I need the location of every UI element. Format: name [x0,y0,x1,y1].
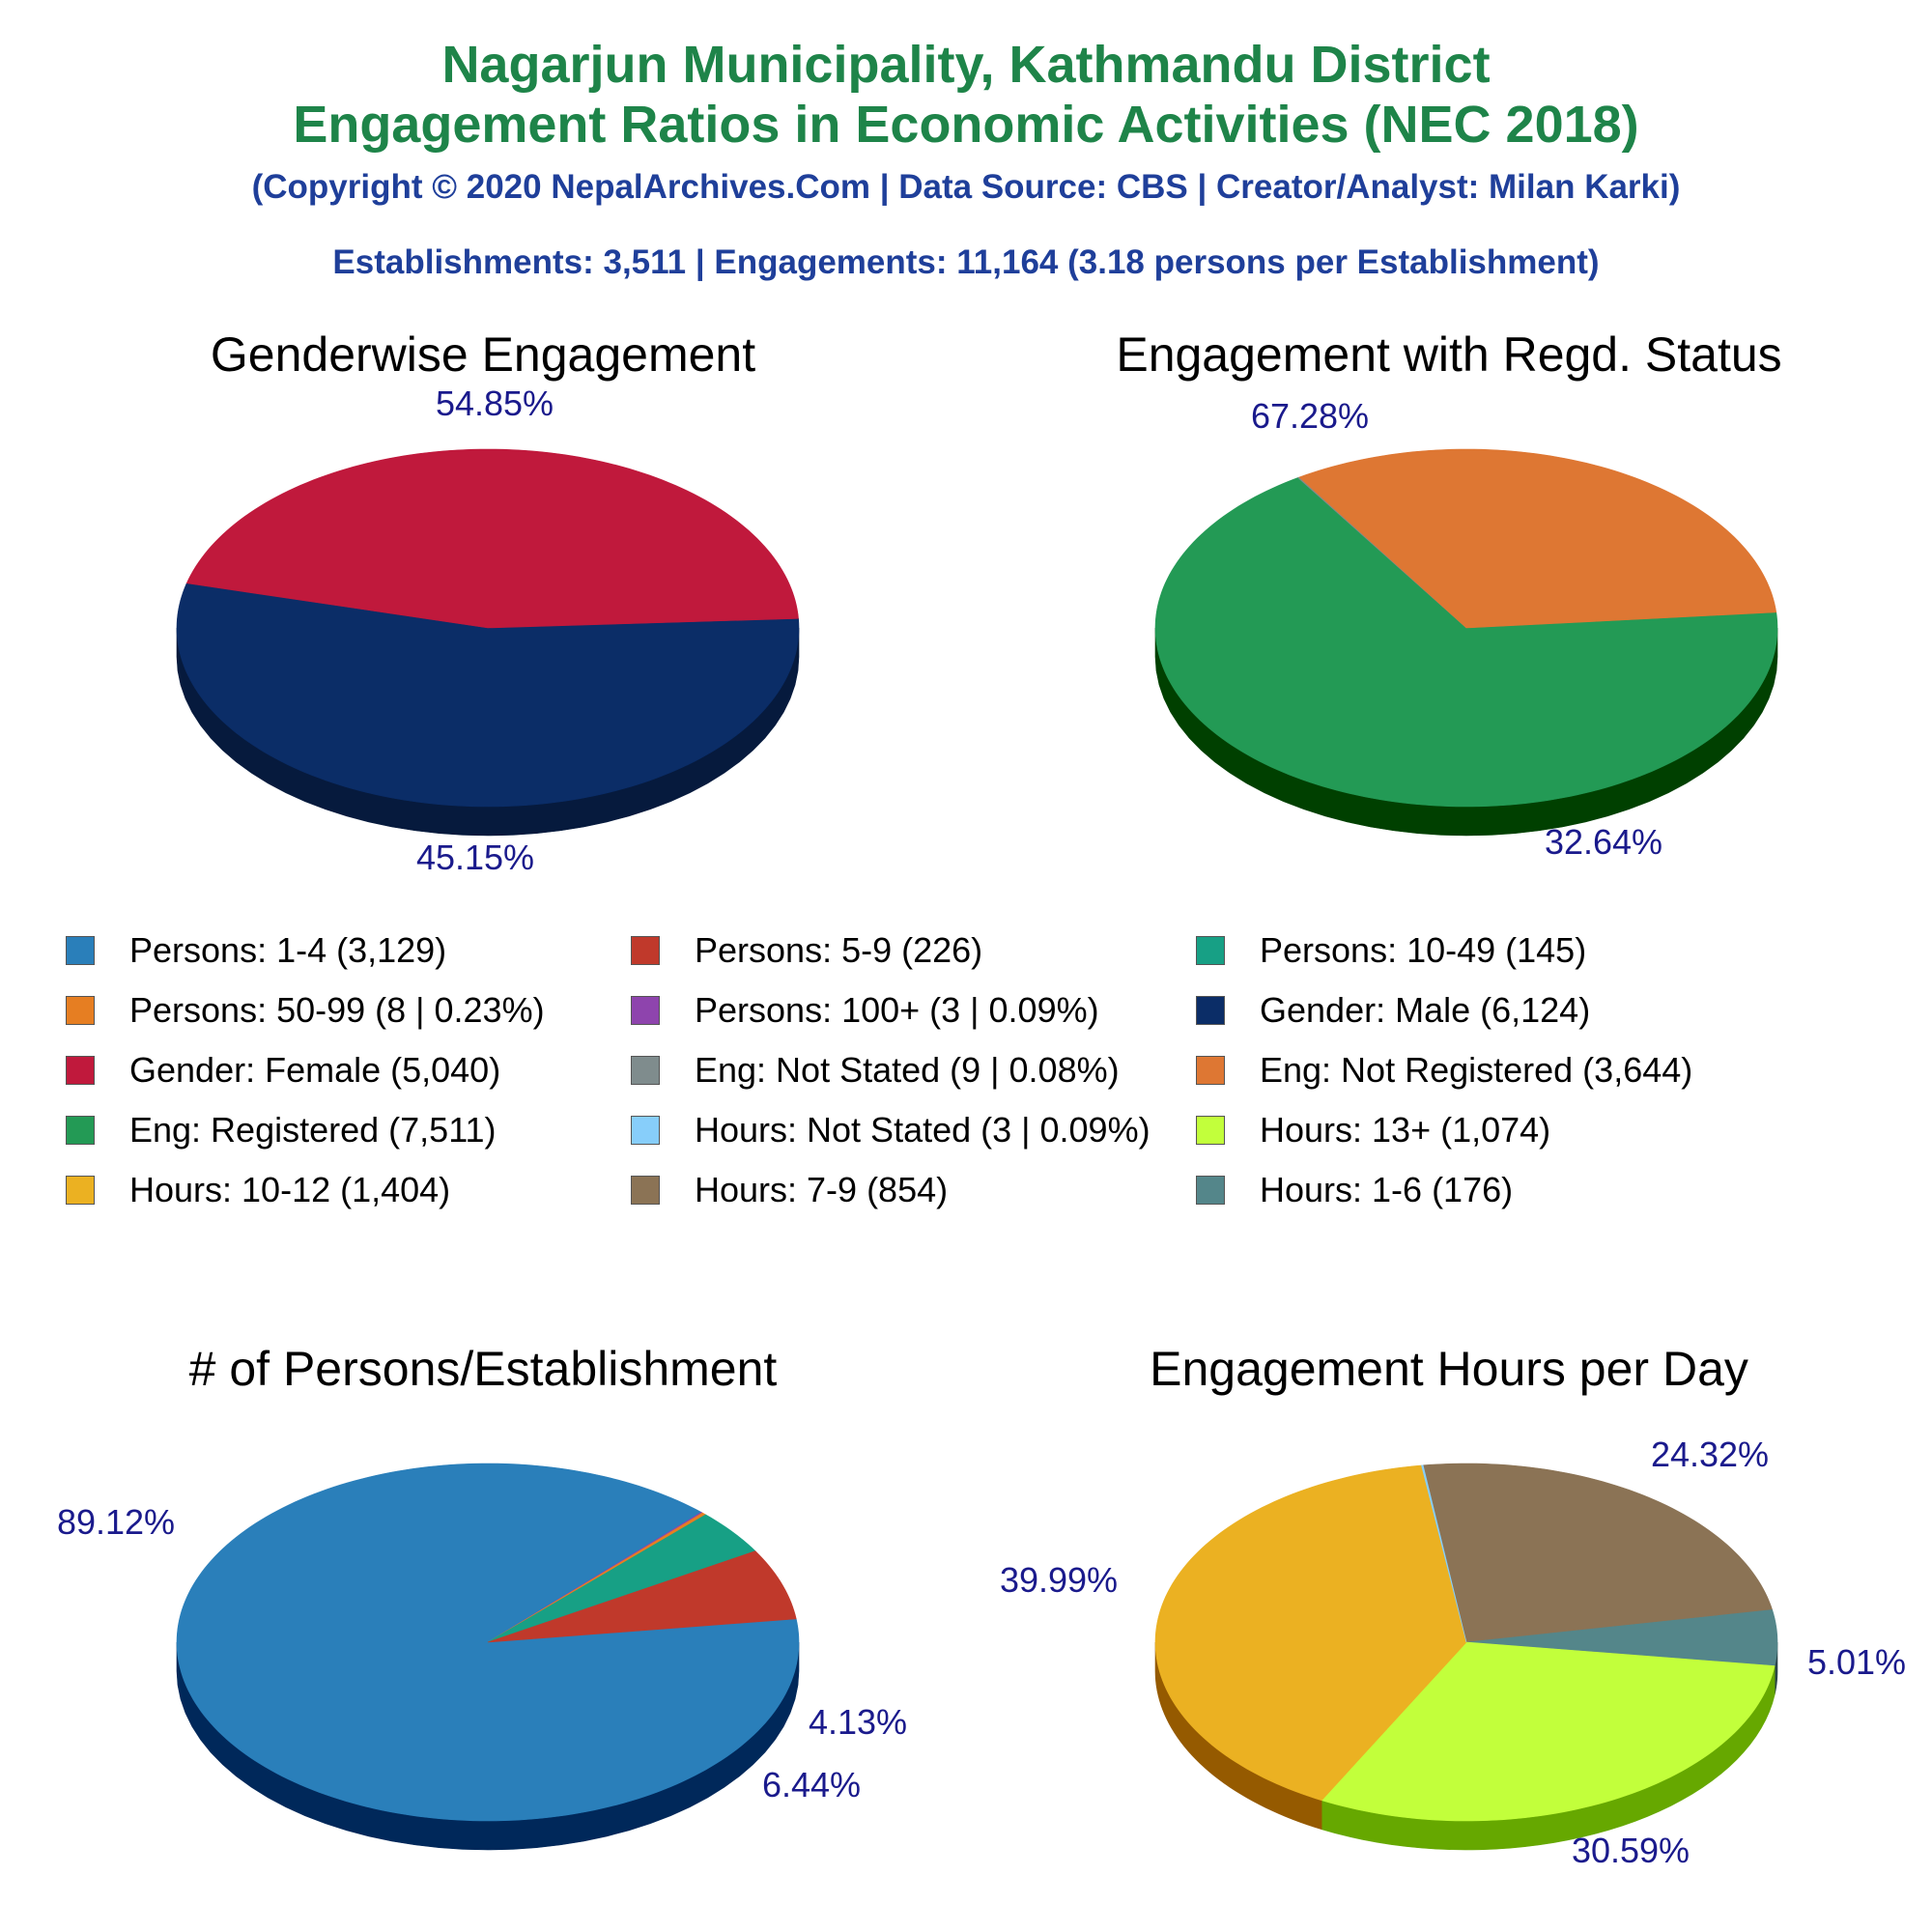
pie-slice-gender-female [185,448,799,629]
legend-label: Hours: 10-12 (1,404) [129,1170,451,1209]
legend-label: Eng: Registered (7,511) [129,1110,497,1150]
legend-label: Persons: 50-99 (8 | 0.23%) [129,990,545,1030]
pie-slice-hours-10-12 [1154,1464,1467,1802]
pie-label-eng-registered: 67.28% [1251,396,1369,436]
legend-swatch [631,1176,660,1205]
legend-label: Gender: Female (5,040) [129,1050,501,1090]
legend-label: Persons: 100+ (3 | 0.09%) [695,990,1099,1030]
pie-slice-eng-registered [1154,477,1778,808]
legend-label: Gender: Male (6,124) [1260,990,1591,1030]
legend-label: Hours: 7-9 (854) [695,1170,949,1209]
legend-label: Eng: Not Registered (3,644) [1260,1050,1693,1090]
legend-swatch [66,936,95,965]
legend-label: Eng: Not Stated (9 | 0.08%) [695,1050,1120,1090]
pie-slice-hours-7-9 [1422,1463,1774,1643]
pie-label-persons-5-9: 6.44% [762,1765,861,1804]
pie-gender: 54.85% 45.15% [176,384,800,877]
pie-regd-status: 67.28% 32.64% [1154,396,1778,862]
pie-slice-hours-1-6 [1465,1609,1778,1666]
legend-label: Persons: 10-49 (145) [1260,930,1587,970]
summary-line: Establishments: 3,511 | Engagements: 11,… [332,243,1600,281]
panel-title-persons: # of Persons/Establishment [188,1342,778,1396]
legend-swatch [631,996,660,1025]
chart-title-line-2: Engagement Ratios in Economic Activities… [293,96,1639,154]
pie-hours: 24.32% 5.01% 30.59% 39.99% [1000,1435,1906,1870]
legend-swatch [1196,996,1225,1025]
pie-label-persons-1-4: 89.12% [57,1502,175,1542]
pie-label-hours-10-12: 39.99% [1000,1560,1118,1600]
legend-swatch [66,1176,95,1205]
legend-swatch [631,1056,660,1085]
panel-title-regd-status: Engagement with Regd. Status [1116,327,1782,382]
pie-slice-gender-male [176,582,800,808]
legend-label: Persons: 1-4 (3,129) [129,930,447,970]
panel-title-gender: Genderwise Engagement [210,327,756,382]
legend-swatch [1196,1056,1225,1085]
copyright-line: (Copyright © 2020 NepalArchives.Com | Da… [251,168,1681,206]
legend-swatch [66,1056,95,1085]
pie-slice-eng-not-registered [1298,448,1777,629]
pie-label-persons-10-49: 4.13% [809,1702,907,1742]
pie-label-hours-1-6: 5.01% [1807,1642,1906,1682]
pie-slice-hours-13 [1321,1641,1776,1822]
pie-label-gender-female: 45.15% [416,838,534,877]
pie-label-hours-13: 30.59% [1572,1831,1690,1870]
legend-swatch [1196,936,1225,965]
pie-label-hours-7-9: 24.32% [1651,1435,1769,1474]
pie-label-gender-male: 54.85% [436,384,554,423]
pie-label-eng-not-registered: 32.64% [1545,822,1662,862]
legend-label: Hours: 13+ (1,074) [1260,1110,1551,1150]
panel-title-hours: Engagement Hours per Day [1150,1342,1748,1396]
pie-slice-hours-not-stated [1421,1464,1467,1643]
legend-label: Hours: Not Stated (3 | 0.09%) [695,1110,1151,1150]
chart-title-line-1: Nagarjun Municipality, Kathmandu Distric… [441,36,1491,94]
legend-swatch [631,1116,660,1145]
legend-swatch [1196,1176,1225,1205]
legend-label: Persons: 5-9 (226) [695,930,983,970]
legend-swatch [1196,1116,1225,1145]
legend-swatch [66,996,95,1025]
pie-persons: 89.12% 4.13% 6.44% [57,1463,907,1851]
legend-label: Hours: 1-6 (176) [1260,1170,1514,1209]
pie-slice-persons-10-49 [487,1514,756,1643]
legend-swatch [66,1116,95,1145]
pie-slice-persons-5-9 [487,1550,797,1643]
legend-swatch [631,936,660,965]
